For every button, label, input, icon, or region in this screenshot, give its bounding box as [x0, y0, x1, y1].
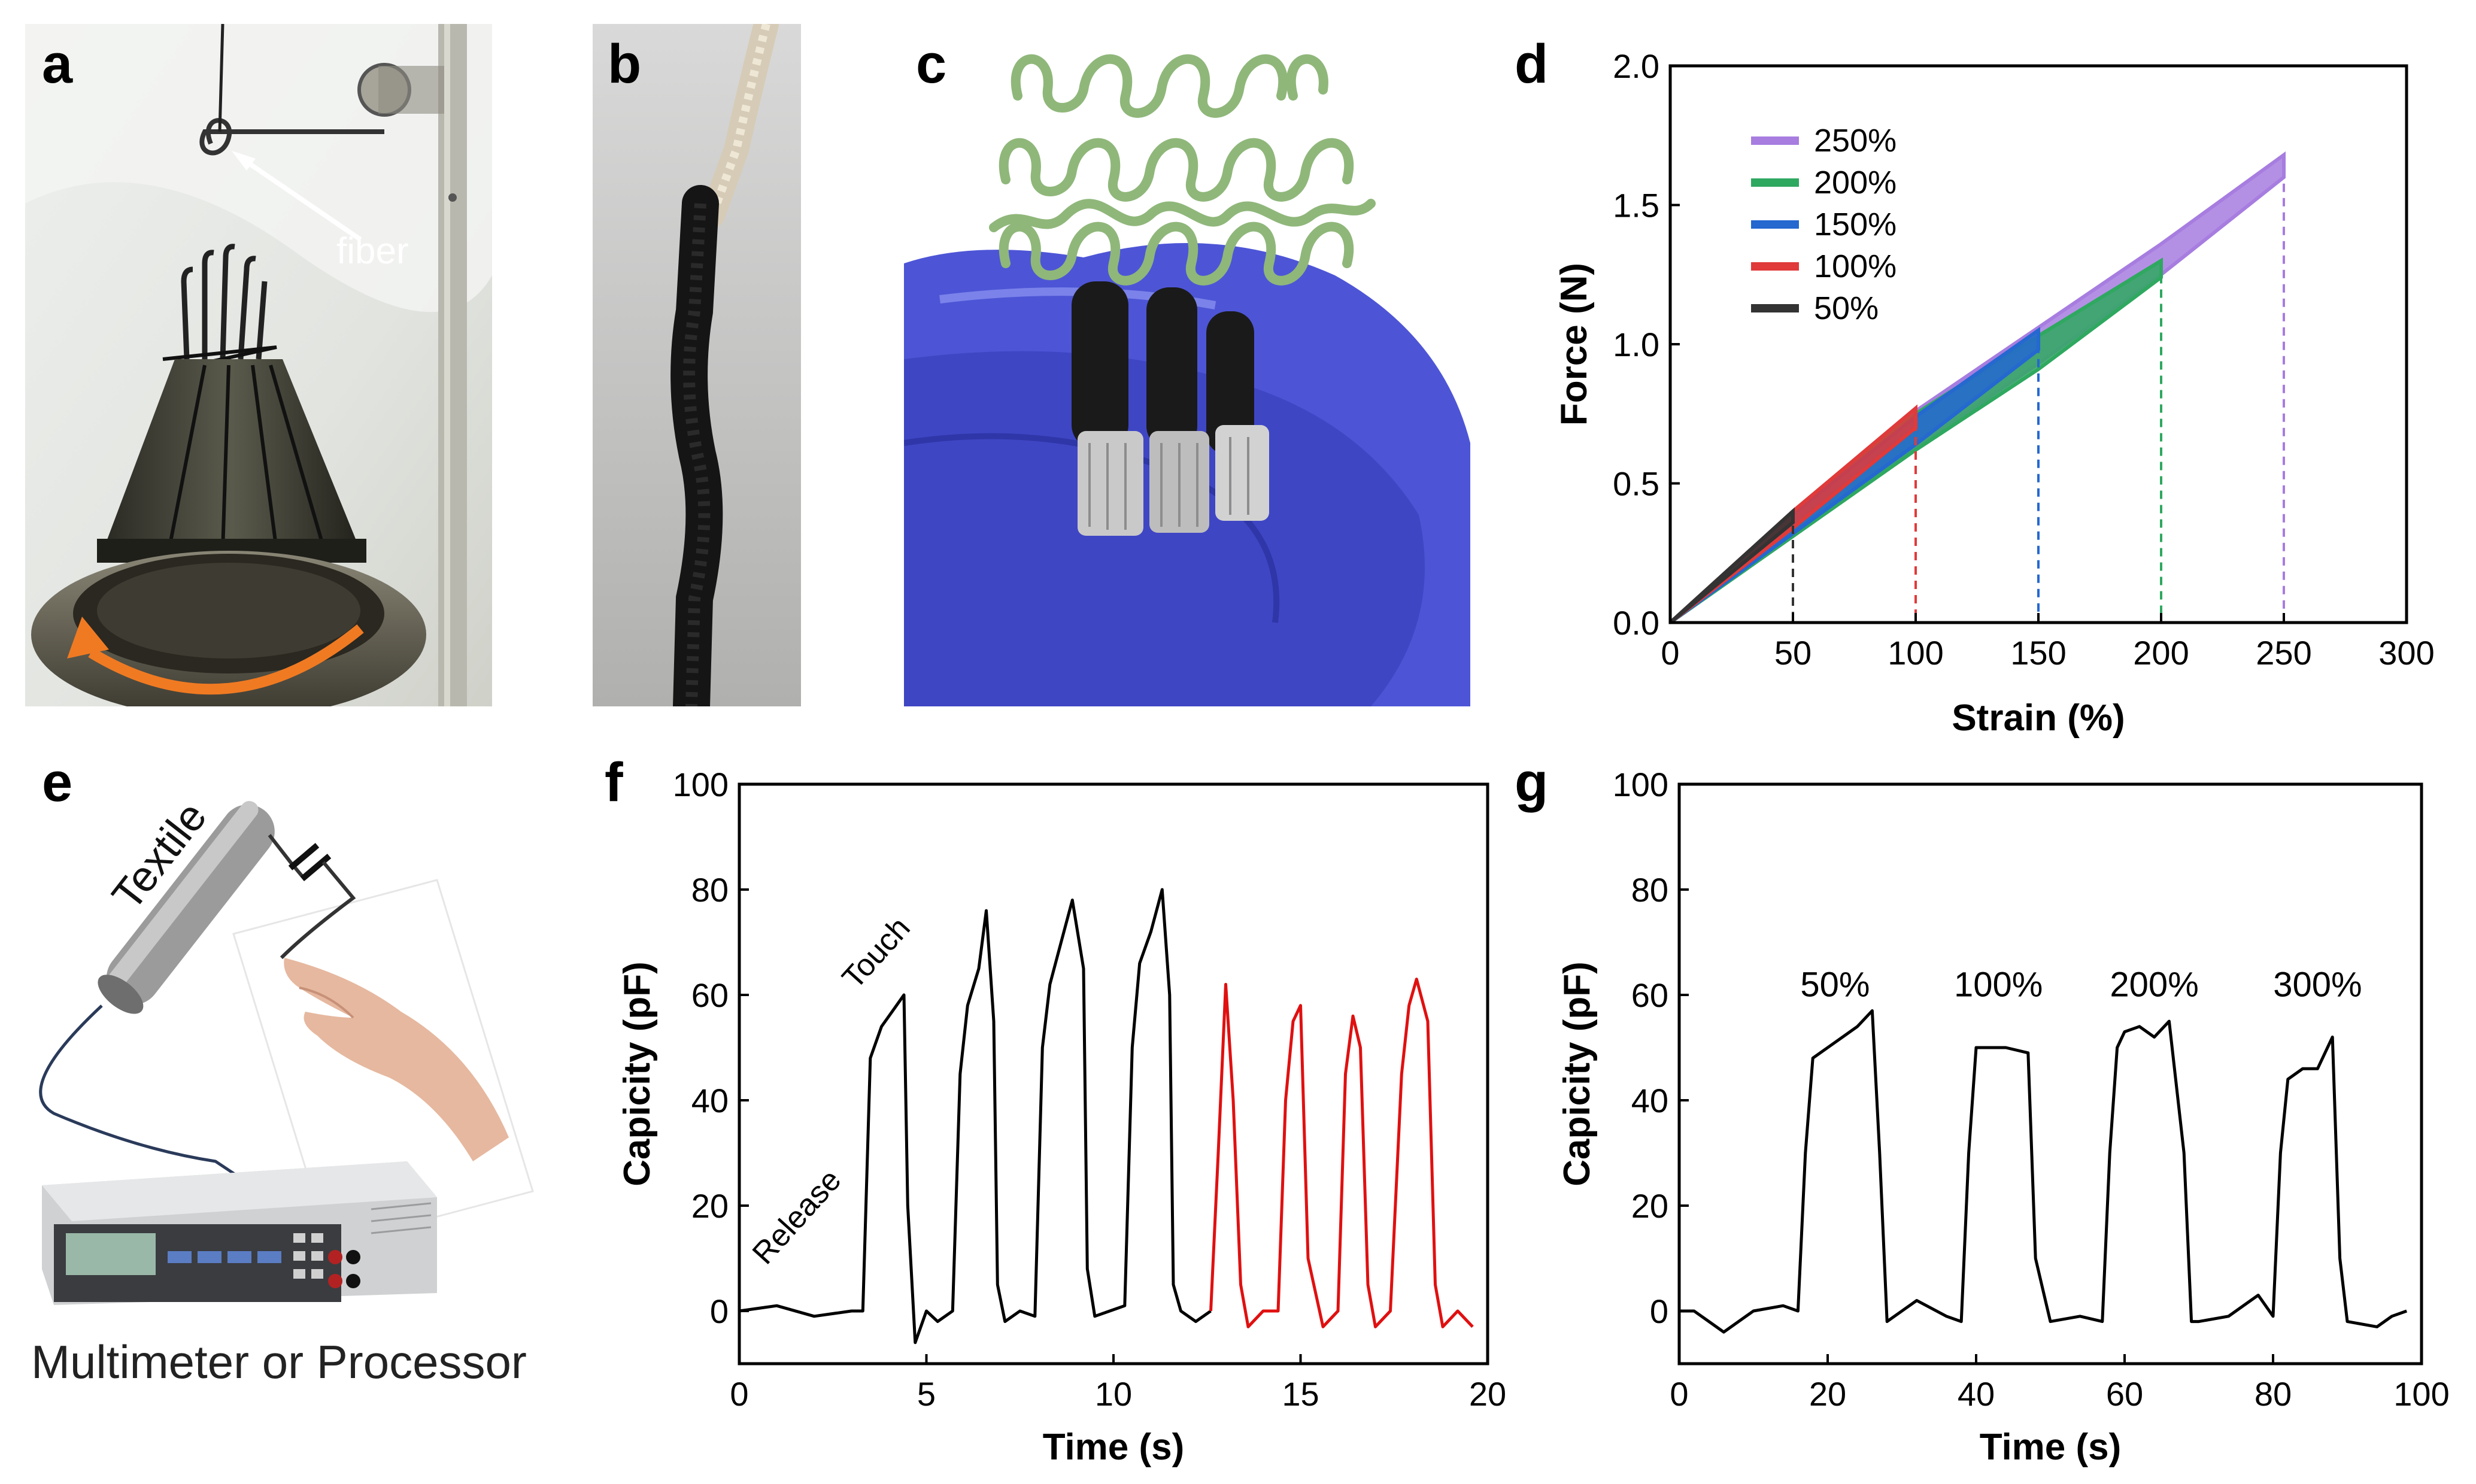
glove-textile-illustration: [904, 24, 1470, 706]
x-tick-label: 200: [2133, 634, 2189, 672]
x-tick-label: 40: [1958, 1375, 1995, 1413]
x-tick-label: 50: [1774, 634, 1812, 672]
y-tick-label: 0: [710, 1292, 729, 1330]
legend-d: 250% 200% 150% 100% 50%: [1751, 123, 1897, 326]
panel-letter-d: d: [1515, 34, 1549, 95]
y-tick-label: 2.0: [1613, 47, 1659, 85]
y-tick-label: 80: [1631, 871, 1668, 909]
panel-letter-c: c: [916, 34, 947, 95]
strain-annotation: 50%: [1800, 965, 1870, 1004]
y-axis-label-g: Capicity (pF): [1556, 961, 1598, 1186]
y-axis-label-f: Capicity (pF): [617, 961, 658, 1186]
x-tick-label: 250: [2256, 634, 2311, 672]
photo-knitting-machine: fiber: [25, 24, 492, 706]
series-line-black: [739, 888, 1212, 1345]
x-tick-label: 60: [2106, 1375, 2143, 1413]
x-tick-label: 100: [2393, 1375, 2449, 1413]
photo-textile-on-glove: [904, 24, 1470, 706]
strain-annotation: 300%: [2273, 965, 2362, 1004]
chart-force-strain: 0 50 100 150 200 250 300 0.0 0.5 1.0 1.5 2.0 Strain…: [1553, 47, 2435, 739]
panel-letter-g: g: [1515, 752, 1549, 813]
knitting-machine-illustration: fiber: [25, 24, 492, 706]
y-tick-label: 40: [691, 1082, 729, 1119]
x-tick-label: 5: [917, 1375, 936, 1413]
x-tick-label: 15: [1282, 1375, 1319, 1413]
x-tick-label: 0: [1670, 1375, 1688, 1413]
y-tick-label: 0.5: [1613, 465, 1659, 503]
x-tick-label: 100: [1888, 634, 1943, 672]
y-tick-label: 0: [1650, 1292, 1668, 1330]
illustration-textile-circuit: Textile: [18, 778, 545, 1317]
fiber-annotation: fiber: [336, 230, 409, 272]
plot-frame-g: [1677, 782, 2423, 1365]
panel-letter-e: e: [42, 752, 73, 813]
y-tick-label: 1.0: [1613, 326, 1659, 363]
x-tick-label: 80: [2255, 1375, 2292, 1413]
knit-structure-diagram: [989, 54, 1376, 286]
y-tick-label: 20: [1631, 1187, 1668, 1225]
legend-label: 50%: [1814, 290, 1879, 326]
x-tick-label: 20: [1469, 1375, 1506, 1413]
circuit-illustration: Textile: [39, 793, 534, 1305]
plot-frame-f: [738, 782, 1489, 1365]
y-tick-label: 100: [1613, 766, 1668, 803]
y-tick-label: 20: [691, 1187, 729, 1225]
y-tick-label: 80: [691, 871, 729, 909]
touch-annotation: Touch: [836, 911, 917, 996]
panel-letter-a: a: [42, 34, 73, 95]
chart-capacitance-touch: 0 5 10 15 20 0 20 40 60 80 100 Time (s) Capicity (…: [617, 766, 1506, 1468]
x-tick-label: 300: [2378, 634, 2434, 672]
photo-coated-fiber: [593, 24, 801, 706]
panel-letter-f: f: [605, 752, 623, 813]
x-axis-label-g: Time (s): [1980, 1427, 2122, 1468]
hysteresis-band: [1668, 507, 1795, 624]
legend-label: 150%: [1814, 207, 1897, 242]
x-tick-label: 0: [1661, 634, 1679, 672]
chart-capacitance-strain: 0 20 40 60 80 100 0 20 40 60 80 100 50% 100% 200% 300%…: [1556, 766, 2450, 1468]
x-axis-label-d: Strain (%): [1952, 697, 2125, 739]
x-tick-label: 0: [730, 1375, 748, 1413]
series-line-black: [1679, 1009, 2408, 1334]
strain-annotation: 100%: [1954, 965, 2043, 1004]
y-axis-label-d: Force (N): [1553, 263, 1595, 426]
y-tick-label: 60: [691, 976, 729, 1014]
legend-label: 100%: [1814, 248, 1897, 284]
y-tick-label: 40: [1631, 1082, 1668, 1119]
multimeter-device: [42, 1161, 437, 1305]
x-tick-label: 10: [1095, 1375, 1132, 1413]
y-tick-label: 0.0: [1613, 604, 1659, 642]
series-50pct: [1668, 507, 1795, 624]
series-line-red: [1209, 978, 1474, 1328]
legend-label: 200%: [1814, 165, 1897, 201]
coated-fiber-illustration: [593, 24, 801, 706]
panel-letter-b: b: [608, 34, 642, 95]
release-annotation: Release: [746, 1163, 848, 1271]
y-tick-label: 100: [673, 766, 729, 803]
y-tick-label: 60: [1631, 976, 1668, 1014]
legend-label: 250%: [1814, 123, 1897, 159]
y-tick-label: 1.5: [1613, 187, 1659, 224]
x-tick-label: 150: [2010, 634, 2066, 672]
x-tick-label: 20: [1809, 1375, 1846, 1413]
strain-annotation: 200%: [2110, 965, 2198, 1004]
panel-e-caption: Multimeter or Processor: [31, 1336, 527, 1388]
x-axis-label-f: Time (s): [1043, 1427, 1185, 1468]
